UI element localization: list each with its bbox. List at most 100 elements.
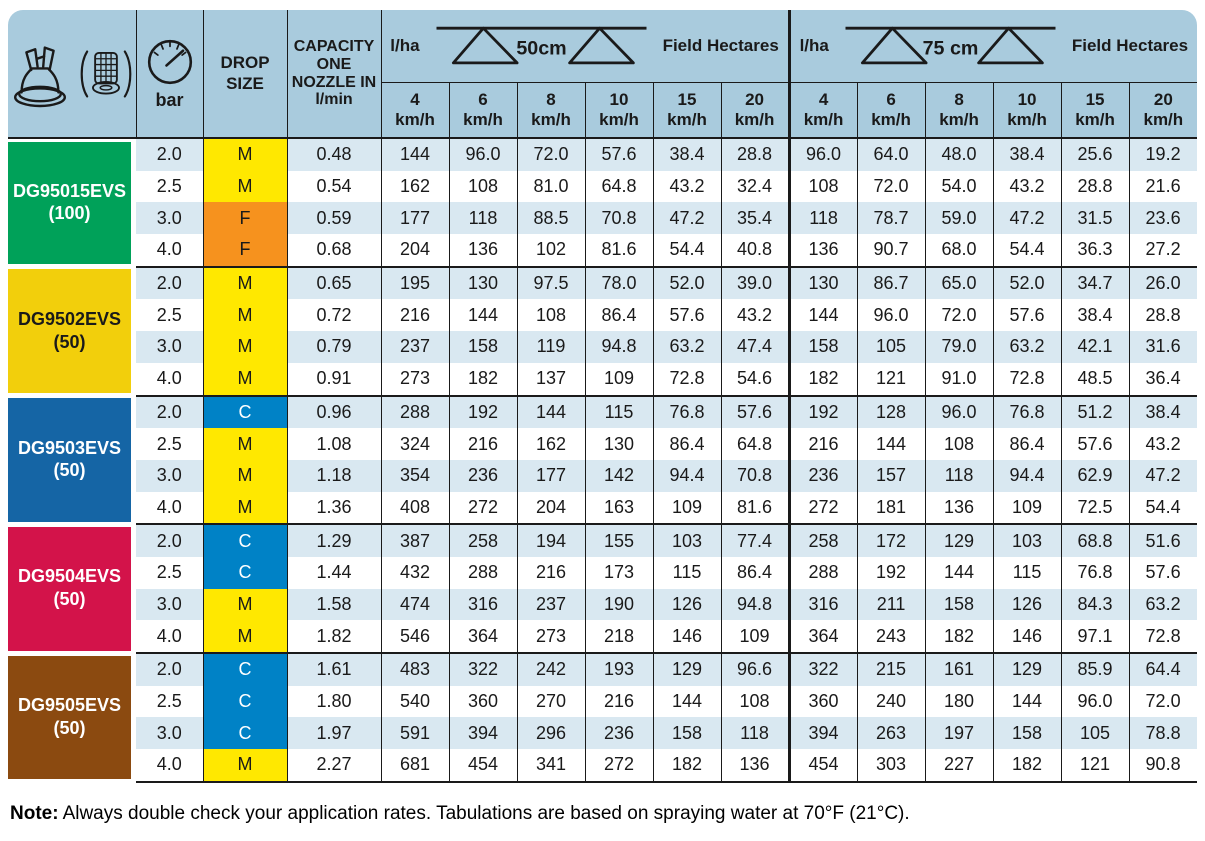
table-row: 2.5 M 0.54 162 108 81.0 64.8 43.2 32.4 108 72.0 54.…: [8, 170, 1197, 203]
rate-cell: 158: [787, 331, 858, 363]
rate-cell: 146: [652, 620, 721, 653]
rate-cell: 115: [584, 394, 653, 429]
table-row: 3.0 F 0.59 177 118 88.5 70.8 47.2 35.4 118 78.7 59.…: [8, 202, 1197, 235]
rate-cell: 52.0: [992, 265, 1062, 300]
capacity-cell: 1.97: [286, 717, 381, 750]
spacing-75cm-header: l/ha 75 cm Field Hectares: [787, 10, 1197, 83]
capacity-cell: 1.44: [286, 556, 381, 589]
rate-cell: 72.8: [652, 362, 721, 396]
drop-size-cell: M: [202, 491, 287, 525]
rate-cell: 63.2: [652, 331, 721, 363]
nozzle-size: (50): [53, 589, 86, 610]
table-row: 4.0 M 0.91 273 182 137 109 72.8 54.6 182 121 91.0 72…: [8, 362, 1197, 396]
drop-size-cell: M: [202, 299, 287, 332]
rate-cell: 270: [516, 685, 585, 718]
rate-cell: 144: [380, 137, 449, 171]
rate-cell: 142: [584, 459, 653, 492]
speed-header-cell: 20 km/h: [720, 82, 790, 139]
drop-size-cell: M: [202, 459, 287, 492]
capacity-cell: 0.91: [286, 362, 381, 396]
rate-cell: 38.4: [1128, 394, 1197, 429]
nozzle-label-cell: DG9503EVS (50): [8, 395, 136, 525]
rate-unit-label: l/ha: [390, 36, 420, 55]
speed-header-cell: 6 km/h: [448, 82, 517, 139]
rate-cell: 28.8: [1128, 299, 1197, 332]
rate-cell: 454: [787, 749, 858, 783]
nozzle-tip-icon: [14, 45, 67, 107]
rate-cell: 162: [380, 170, 449, 203]
rate-cell: 216: [787, 428, 858, 460]
rate-cell: 204: [516, 491, 585, 525]
rate-cell: 119: [516, 331, 585, 363]
drop-size-cell: C: [202, 685, 287, 718]
rate-cell: 47.2: [652, 202, 721, 235]
nozzle-label: DG9502EVS (50): [8, 269, 131, 393]
rate-cell: 78.7: [856, 202, 926, 235]
capacity-cell: 0.68: [286, 234, 381, 267]
rate-unit-label: l/ha: [799, 36, 829, 55]
drop-size-cell: C: [202, 523, 287, 557]
rate-cell: 144: [516, 394, 585, 429]
drop-size-cell: M: [202, 428, 287, 460]
spacing-label: 50cm: [516, 37, 566, 59]
rate-cell: 136: [448, 234, 517, 267]
rate-cell: 64.0: [856, 137, 926, 171]
rate-cell: 42.1: [1060, 331, 1130, 363]
table-row: 2.5 M 1.08 324 216 162 130 86.4 64.8 216 144 108 86.…: [8, 428, 1197, 460]
rate-cell: 79.0: [924, 331, 994, 363]
pressure-gauge-icon: [147, 39, 192, 85]
rate-cell: 96.0: [448, 137, 517, 171]
rate-cell: 158: [924, 588, 994, 621]
rate-cell: 192: [787, 394, 858, 429]
drop-size-cell: C: [202, 717, 287, 750]
rate-cell: 68.8: [1060, 523, 1130, 557]
rate-cell: 77.4: [720, 523, 790, 557]
speed-header-cell: 10 km/h: [992, 82, 1062, 139]
rate-cell: 126: [652, 588, 721, 621]
nozzle-label: DG95015EVS (100): [8, 141, 131, 265]
rate-cell: 173: [584, 556, 653, 589]
rate-cell: 54.6: [720, 362, 790, 396]
table-body: DG95015EVS (100) 2.0 M 0.48 144 96.0 72.0 57.6 38…: [8, 137, 1197, 783]
rate-cell: 144: [924, 556, 994, 589]
nozzle-name: DG9505EVS: [17, 695, 122, 716]
rate-cell: 360: [787, 685, 858, 718]
rate-cell: 172: [856, 523, 926, 557]
rate-cell: 218: [584, 620, 653, 653]
strainer-icon: [80, 49, 132, 98]
rate-cell: 86.7: [856, 265, 926, 300]
rate-cell: 52.0: [652, 265, 721, 300]
speed-header-cell: 15 km/h: [1060, 82, 1130, 139]
table-row: DG9503EVS (50) 2.0 C 0.96 288 192 144 115 76.8 57.…: [8, 394, 1197, 525]
rate-cell: 96.0: [787, 137, 858, 171]
rate-cell: 216: [516, 556, 585, 589]
rate-cell: 360: [448, 685, 517, 718]
table-row: 4.0 M 1.36 408 272 204 163 109 81.6 272 181 136 109 7…: [8, 491, 1197, 525]
rate-cell: 86.4: [720, 556, 790, 589]
rate-cell: 288: [380, 394, 449, 429]
rate-cell: 96.6: [720, 652, 790, 686]
rate-cell: 182: [448, 362, 517, 396]
speed-header-row: 4 km/h 6 km/h 8 km/h 10 km/h 15 km/h 20 km/h 4 km/h 6 k…: [8, 82, 1197, 139]
rate-cell: 316: [787, 588, 858, 621]
rate-cell: 432: [380, 556, 449, 589]
pressure-cell: 4.0: [136, 362, 203, 396]
rate-cell: 128: [856, 394, 926, 429]
rate-cell: 136: [787, 234, 858, 267]
rate-cell: 272: [584, 749, 653, 783]
spacing-50cm-header: l/ha 50cm Field Hectares: [380, 10, 790, 83]
rate-cell: 182: [992, 749, 1062, 783]
rate-cell: 243: [856, 620, 926, 653]
table-row: DG9502EVS (50) 2.0 M 0.65 195 130 97.5 78.0 52.0 3…: [8, 265, 1197, 396]
rate-cell: 103: [992, 523, 1062, 557]
rate-cell: 182: [652, 749, 721, 783]
drop-size-cell: C: [202, 394, 287, 429]
rate-cell: 81.0: [516, 170, 585, 203]
rate-cell: 94.4: [992, 459, 1062, 492]
rate-cell: 91.0: [924, 362, 994, 396]
rate-cell: 354: [380, 459, 449, 492]
rate-cell: 242: [516, 652, 585, 686]
pressure-header: bar: [135, 10, 203, 139]
pressure-cell: 2.0: [136, 652, 203, 686]
capacity-header: CAPACITY ONE NOZZLE IN l/min: [286, 10, 381, 139]
